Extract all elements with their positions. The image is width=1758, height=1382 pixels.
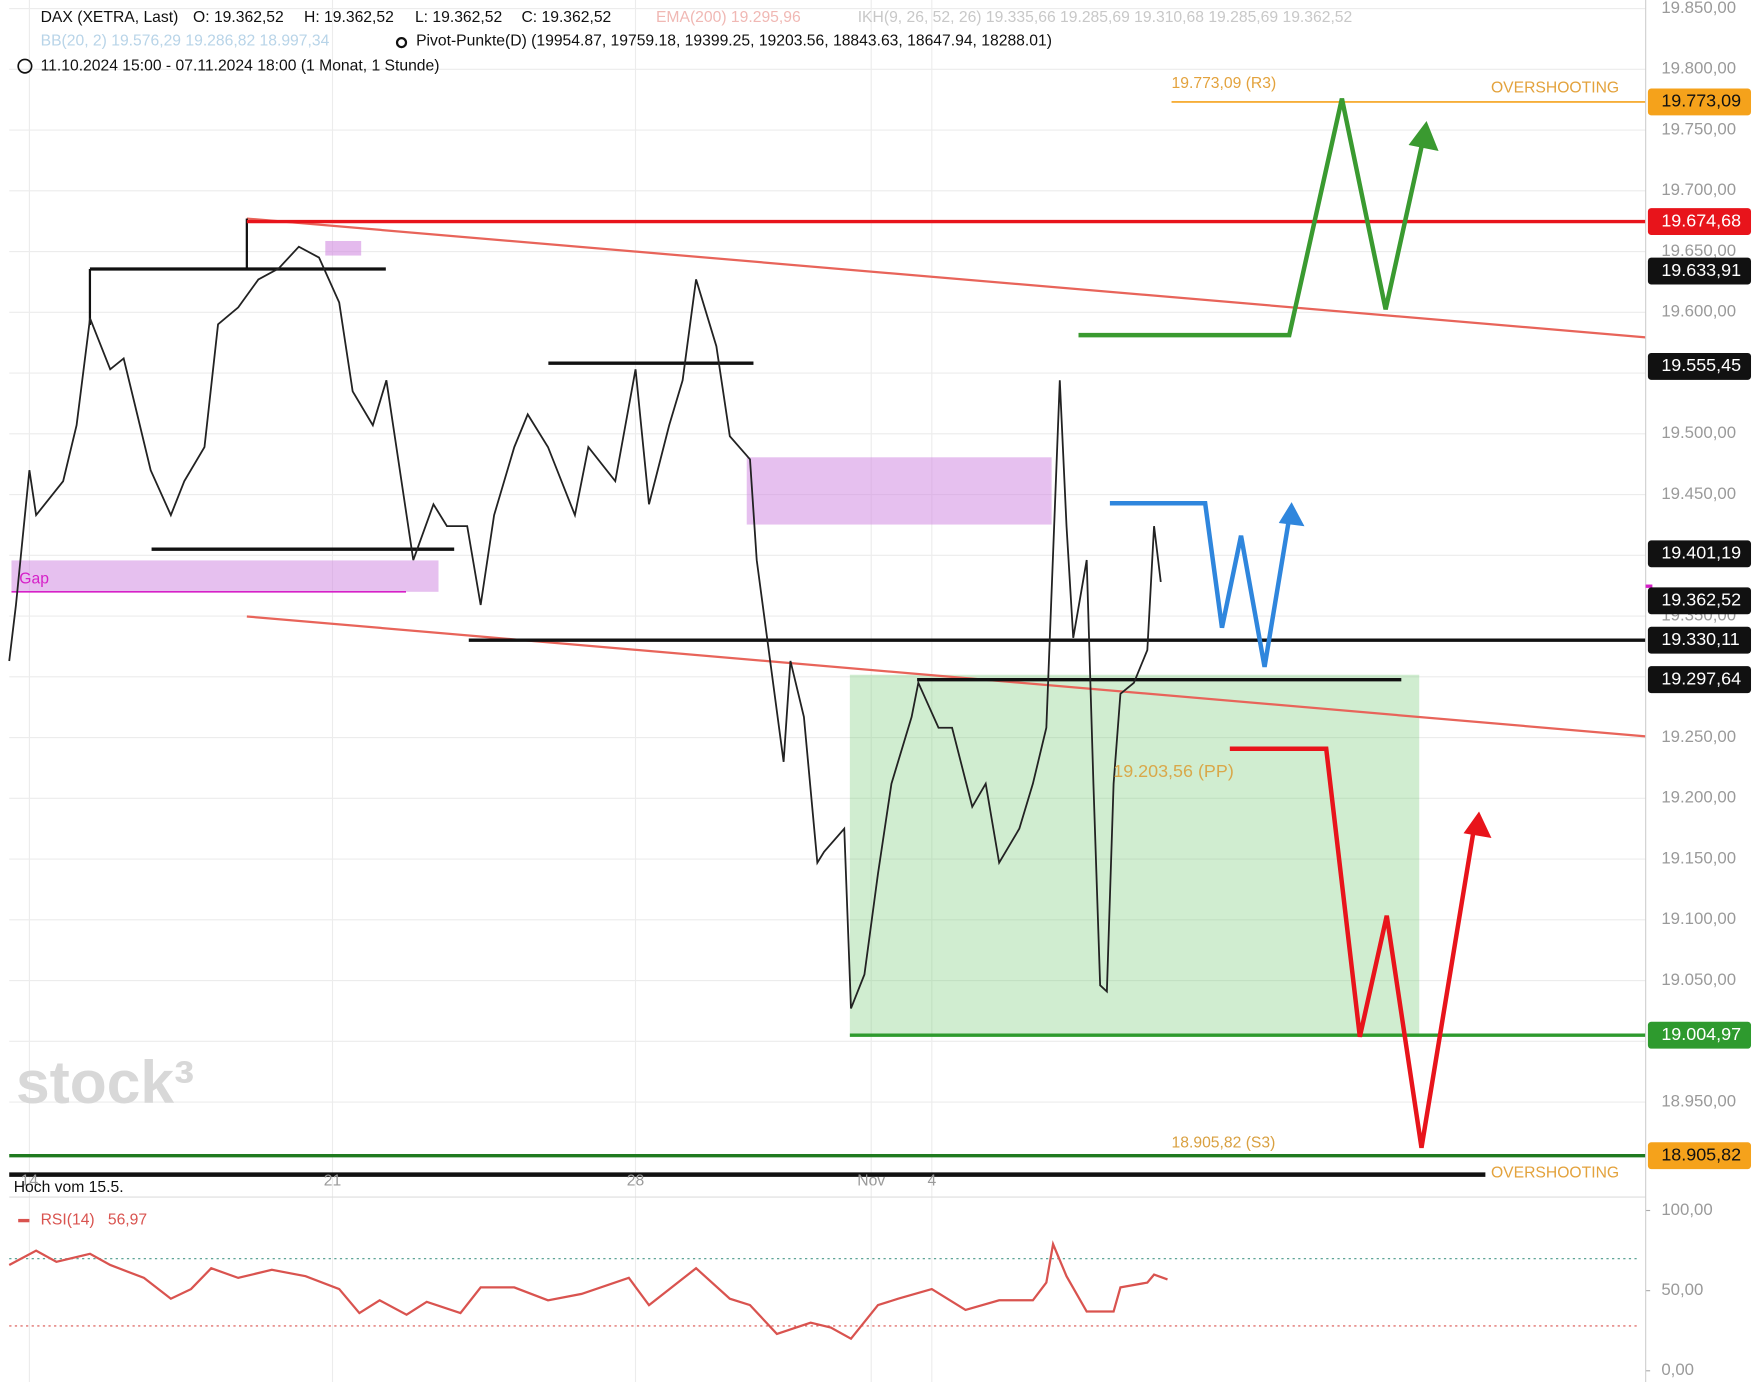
level-label: 19.362,52 <box>1661 590 1741 610</box>
y-tick-label: 19.750,00 <box>1661 119 1736 138</box>
annotation: 18.905,82 (S3) <box>1172 1134 1276 1151</box>
level-badge <box>1647 1021 1752 1049</box>
x-tick-label: Nov <box>857 1173 885 1190</box>
y-tick-label: 19.200,00 <box>1661 788 1736 807</box>
series <box>8 245 1168 1341</box>
y-tick-label: 0,00 <box>1661 1360 1694 1379</box>
annotation: 19.773,09 (R3) <box>1172 75 1277 92</box>
price-line <box>8 245 1162 1009</box>
x-tick-label: 21 <box>324 1173 341 1190</box>
ohlc: H: 19.362,52 <box>304 9 394 26</box>
annotation: OVERSHOOTING <box>1491 80 1619 97</box>
level-badge <box>1647 88 1752 116</box>
x-tick-label: 4 <box>927 1173 936 1190</box>
level-label: 19.674,68 <box>1661 210 1741 230</box>
level-label: 19.633,91 <box>1661 260 1741 280</box>
bull-scenario <box>1078 98 1426 338</box>
clock-icon <box>17 58 33 74</box>
y-tick-label: 19.450,00 <box>1661 484 1736 503</box>
gap-zone <box>11 560 439 592</box>
resistance-zone <box>746 457 1052 525</box>
level-label: 18.905,82 <box>1661 1144 1741 1164</box>
level-label: 19.555,45 <box>1661 355 1741 375</box>
level-badge <box>1647 626 1752 654</box>
annotation: Hoch vom 15.5. <box>14 1179 124 1196</box>
level-badge <box>1647 257 1752 285</box>
ohlc: O: 19.362,52 <box>193 9 284 26</box>
indicator: IKH(9, 26, 52, 26) 19.335,66 19.285,69 1… <box>858 9 1353 26</box>
y-tick-label: 19.650,00 <box>1661 241 1736 260</box>
level-badge <box>1647 352 1752 380</box>
x-tick-label: 14 <box>21 1173 39 1190</box>
small-zone <box>325 240 362 256</box>
y-tick-label: 19.600,00 <box>1661 302 1736 321</box>
value-label: 56,97 <box>108 1212 147 1229</box>
x-tick-label: 28 <box>627 1173 645 1190</box>
y-tick-label: 100,00 <box>1661 1200 1712 1219</box>
support-zone <box>849 674 1420 1037</box>
level-label: 19.004,97 <box>1661 1024 1741 1044</box>
arrow-head <box>1278 502 1305 527</box>
level-badge <box>1647 1142 1752 1170</box>
level-badge <box>1647 587 1752 615</box>
y-tick-label: 19.150,00 <box>1661 848 1736 867</box>
level-badge <box>1647 666 1752 694</box>
y-tick-label: 18.950,00 <box>1661 1091 1736 1110</box>
level-label: 19.330,11 <box>1661 629 1739 649</box>
level-label: 19.773,09 <box>1661 91 1741 111</box>
bear-scenario <box>1229 746 1477 1149</box>
y-tick-label: 50,00 <box>1661 1280 1703 1299</box>
labels: 19.850,00 19.800,00 19.750,00 19.700,00 19.6… <box>14 0 1752 1379</box>
annotation: Gap <box>19 571 49 588</box>
arrow-head <box>1463 811 1492 838</box>
price-line <box>8 1240 1168 1341</box>
level-label: 19.401,19 <box>1661 543 1741 563</box>
annotation: OVERSHOOTING <box>1491 1165 1619 1182</box>
y-tick-label: 19.500,00 <box>1661 423 1736 442</box>
instrument: DAX (XETRA, Last) <box>41 9 179 26</box>
ohlc: L: 19.362,52 <box>415 9 502 26</box>
arrow-head <box>1408 120 1439 151</box>
ohlc: C: 19.362,52 <box>521 9 611 26</box>
y-tick-label: 19.050,00 <box>1661 970 1736 989</box>
y-tick-label: 19.800,00 <box>1661 59 1736 78</box>
level-label: 19.297,64 <box>1661 668 1741 688</box>
y-tick-label: 19.700,00 <box>1661 180 1736 199</box>
trend-line <box>246 217 1646 339</box>
indicator: EMA(200) 19.295,96 <box>656 9 801 26</box>
y-tick-label: 19.100,00 <box>1661 909 1736 928</box>
level-badge <box>1647 208 1752 235</box>
range: 11.10.2024 15:00 - 07.11.2024 18:00 (1 M… <box>41 57 440 74</box>
level-badge <box>1647 540 1752 568</box>
pivots: Pivot-Punkte(D) (19954.87, 19759.18, 193… <box>416 33 1052 50</box>
y-tick-label: 19.850,00 <box>1661 0 1736 17</box>
neutral-scenario <box>1109 501 1292 668</box>
y-tick-label: 19.250,00 <box>1661 727 1736 746</box>
indicator: BB(20, 2) 19.576,29 19.286,82 18.997,34 <box>41 33 330 50</box>
annotation: 19.203,56 (PP) <box>1113 761 1234 781</box>
levels <box>9 101 1646 1158</box>
watermark: stock³ <box>16 1048 194 1116</box>
pivot-icon <box>395 36 408 49</box>
trend-line <box>246 615 1646 738</box>
legend-label: RSI(14) <box>41 1212 95 1229</box>
grid <box>9 0 1651 1382</box>
